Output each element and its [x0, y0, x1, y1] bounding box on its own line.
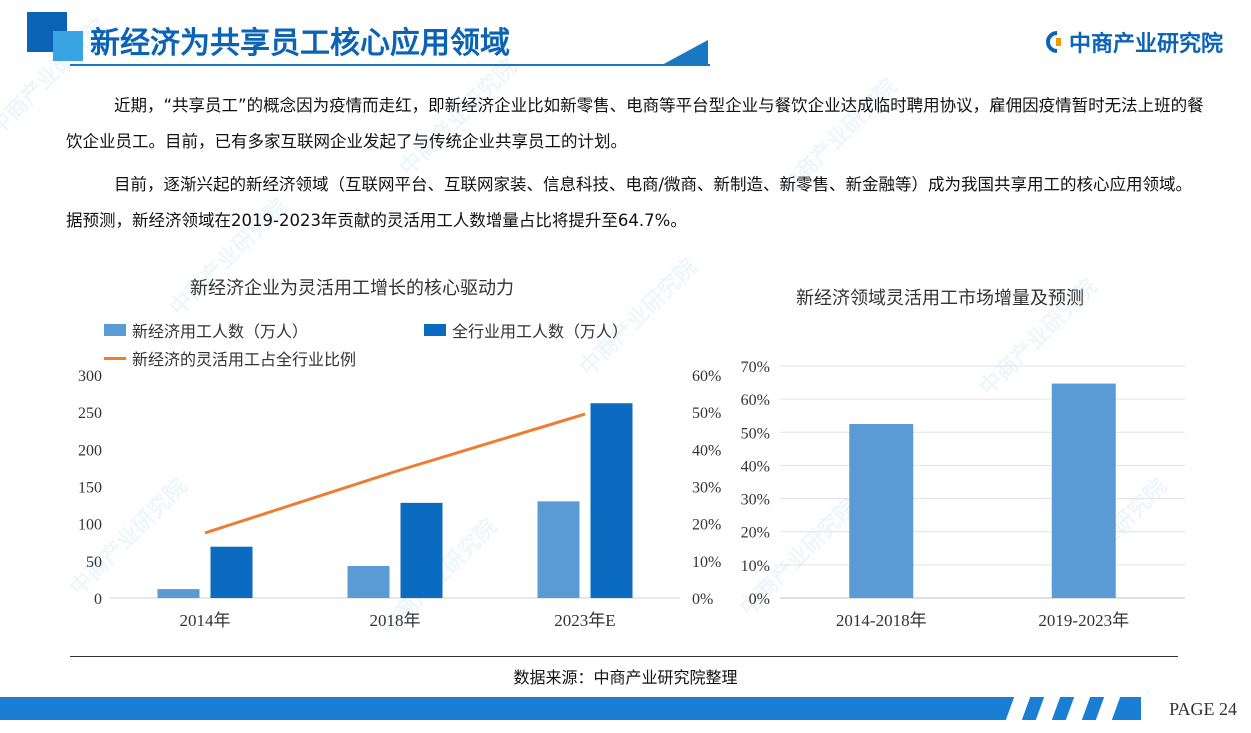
bar-new-economy — [347, 566, 390, 598]
y-tick-label: 100 — [78, 517, 102, 534]
legend-swatch — [104, 324, 126, 336]
page-number-box — [1141, 697, 1251, 720]
y-tick-label: 30% — [741, 492, 770, 509]
header-decor-triangle — [660, 40, 708, 66]
legend-label: 新经济用工人数（万人） — [132, 322, 309, 341]
y-tick-label: 200 — [78, 442, 102, 459]
bar-all-industry — [400, 502, 443, 598]
legend-item: 新经济用工人数（万人） — [104, 318, 308, 342]
watermark: 中商产业研究院 — [65, 474, 193, 602]
legend-label: 全行业用工人数（万人） — [452, 322, 629, 341]
logo-icon — [1046, 31, 1061, 53]
line-series-ratio — [204, 412, 586, 535]
bar-new-economy — [537, 501, 580, 598]
y-tick-label: 50% — [741, 425, 770, 442]
y2-tick-label: 20% — [692, 517, 721, 534]
x-tick-label: 2018年 — [370, 611, 421, 630]
bar-new-economy — [157, 589, 200, 598]
y-tick-label: 0 — [94, 591, 102, 608]
data-source: 数据来源：中商产业研究院整理 — [513, 668, 738, 687]
paragraph-text: 目前，逐渐兴起的新经济领域（互联网平台、互联网家装、信息科技、电商/微商、新制造… — [66, 175, 1193, 230]
bar-increment-share — [1051, 383, 1116, 598]
y-tick-label: 300 — [78, 368, 102, 385]
y2-tick-label: 40% — [692, 442, 721, 459]
x-tick-label: 2014-2018年 — [836, 611, 927, 630]
legend-item: 全行业用工人数（万人） — [424, 318, 628, 342]
brand-logo: 中商产业研究院 — [1043, 26, 1223, 58]
legend-swatch — [424, 324, 446, 336]
y-tick-label: 250 — [78, 405, 102, 422]
bar-all-industry — [590, 403, 633, 598]
watermark: 中商产业研究院 — [1045, 474, 1173, 602]
page-title: 新经济为共享员工核心应用领域 — [90, 26, 510, 61]
x-tick-label: 2014年 — [180, 611, 231, 630]
logo-text: 中商产业研究院 — [1068, 32, 1223, 57]
y-tick-label: 50 — [86, 554, 102, 571]
y-tick-label: 10% — [741, 558, 770, 575]
legend-label: 新经济的灵活用工占全行业比例 — [132, 350, 357, 369]
page-number: PAGE 24 — [1169, 699, 1237, 719]
y-tick-label: 20% — [741, 525, 770, 542]
watermark: 中商产业研究院 — [575, 254, 703, 382]
y2-tick-label: 60% — [692, 368, 721, 385]
watermark: 中商产业研究院 — [735, 494, 863, 622]
y2-tick-label: 10% — [692, 554, 721, 571]
y2-tick-label: 50% — [692, 405, 721, 422]
y-tick-label: 0% — [749, 591, 770, 608]
x-tick-label: 2023年E — [554, 611, 615, 630]
y-tick-label: 70% — [741, 359, 770, 376]
y-tick-label: 60% — [741, 392, 770, 409]
chart-title: 新经济领域灵活用工市场增量及预测 — [796, 288, 1084, 309]
paragraph-text: 近期，“共享员工”的概念因为疫情而走红，即新经济企业比如新零售、电商等平台型企业… — [66, 96, 1204, 151]
header-decor-square — [53, 31, 83, 61]
watermark: 中商产业研究院 — [375, 514, 503, 642]
y2-tick-label: 0% — [692, 591, 713, 608]
y-tick-label: 40% — [741, 458, 770, 475]
source-divider — [70, 656, 1178, 657]
chart-title: 新经济企业为灵活用工增长的核心驱动力 — [190, 278, 514, 299]
bar-all-industry — [210, 546, 253, 598]
legend-item: 新经济的灵活用工占全行业比例 — [104, 346, 356, 370]
bar-increment-share — [849, 424, 914, 598]
legend-swatch — [104, 356, 126, 360]
x-tick-label: 2019-2023年 — [1038, 611, 1129, 630]
header-underline — [70, 64, 710, 66]
paragraph: 目前，逐渐兴起的新经济领域（互联网平台、互联网家装、信息科技、电商/微商、新制造… — [66, 167, 1206, 239]
y2-tick-label: 30% — [692, 480, 721, 497]
y-tick-label: 150 — [78, 480, 102, 497]
footer-bar — [0, 697, 1251, 720]
paragraph: 近期，“共享员工”的概念因为疫情而走红，即新经济企业比如新零售、电商等平台型企业… — [66, 88, 1206, 160]
